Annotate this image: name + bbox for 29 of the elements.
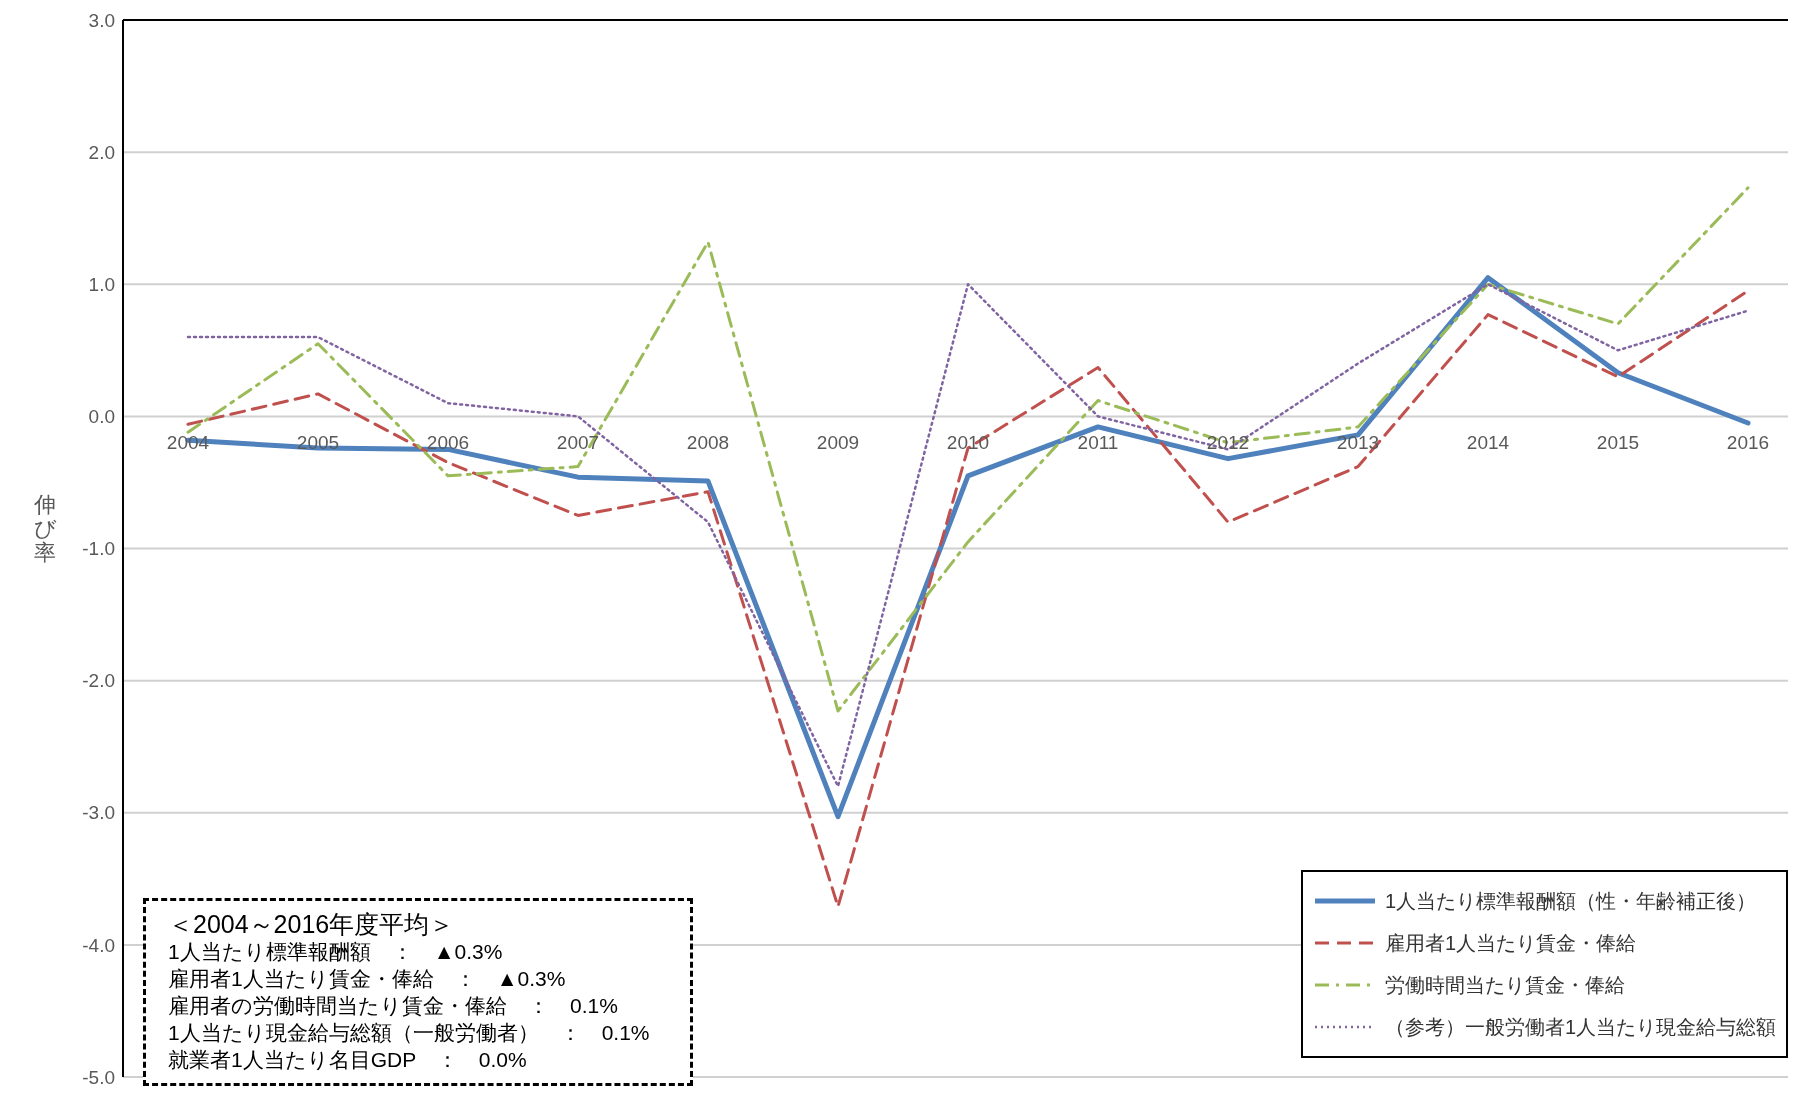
annotation: 雇用者1人当たり賃金・俸給 ： ▲0.3%: [168, 966, 567, 992]
y-tick-label: 1.0: [88, 273, 115, 295]
y-tick-label: 3.0: [88, 9, 115, 31]
y-tick-label: -4.0: [82, 934, 115, 956]
legend-label: 雇用者1人当たり賃金・俸給: [1384, 930, 1636, 956]
x-tick-label: 2014: [1466, 431, 1510, 453]
x-tick-label: 2006: [426, 431, 470, 453]
legend-label: 1人当たり標準報酬額（性・年齢補正後）: [1384, 888, 1756, 914]
x-tick-label: 2008: [686, 431, 730, 453]
x-tick-label: 2011: [1077, 431, 1119, 453]
annotation: 1人当たり標準報酬額 ： ▲0.3%: [168, 939, 504, 965]
y-axis-title: 伸び率: [33, 491, 57, 565]
y-tick-label: -5.0: [82, 1066, 115, 1088]
legend-label: （参考）一般労働者1人当たり現金給与総額: [1384, 1014, 1776, 1040]
x-tick-label: 2010: [946, 431, 990, 453]
annotation: 雇用者の労働時間当たり賃金・俸給 ： 0.1%: [168, 993, 619, 1019]
y-tick-label: -1.0: [82, 538, 115, 560]
y-tick-label: -2.0: [82, 670, 115, 692]
annotation: 1人当たり現金給与総額（一般労働者） ： 0.1%: [168, 1020, 650, 1046]
annotation: 就業者1人当たり名目GDP ： 0.0%: [168, 1047, 528, 1073]
x-tick-label: 2015: [1596, 431, 1640, 453]
x-tick-label: 2016: [1726, 431, 1770, 453]
y-tick-label: 2.0: [88, 141, 115, 163]
x-tick-label: 2009: [816, 431, 860, 453]
y-tick-label: 0.0: [88, 406, 115, 428]
annotation: ＜2004～2016年度平均＞: [168, 910, 456, 938]
x-tick-label: 2004: [166, 431, 210, 453]
y-tick-label: -3.0: [82, 802, 115, 824]
legend-label: 労働時間当たり賃金・俸給: [1384, 972, 1625, 998]
